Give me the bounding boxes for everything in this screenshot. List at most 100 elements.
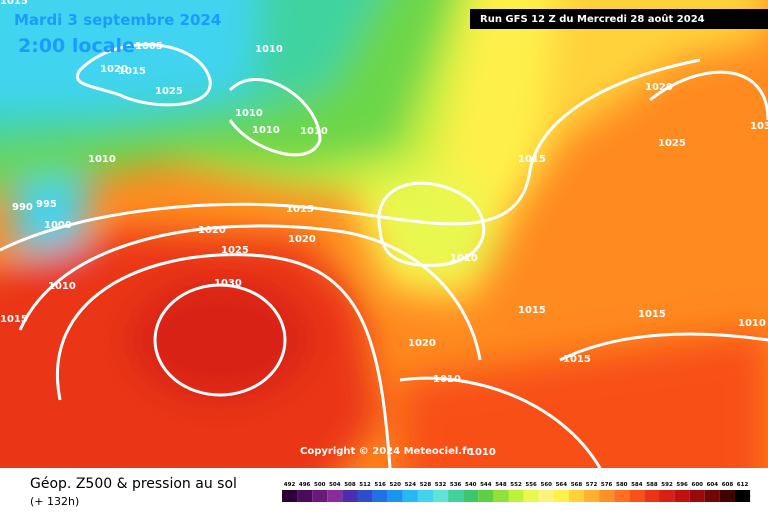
isobar-label: 1020 [288, 234, 316, 245]
legend-swatch [282, 490, 298, 502]
legend-swatch [463, 490, 479, 502]
forecast-time: 2:00 locale [18, 35, 135, 57]
isobar-label: 1010 [468, 447, 496, 458]
isobar-label: 1010 [252, 125, 280, 136]
isobar-label: 1015 [638, 309, 666, 320]
isobar-label: 1010 [235, 108, 263, 119]
legend-label: 576 [601, 482, 613, 488]
legend-label: 520 [390, 482, 402, 488]
legend-swatch [704, 490, 720, 502]
legend-label: 572 [586, 482, 598, 488]
legend-label: 524 [405, 482, 417, 488]
legend-label: 536 [450, 482, 462, 488]
legend-label: 580 [616, 482, 628, 488]
isobar-label: 1030 [214, 278, 242, 289]
legend-swatch [523, 490, 539, 502]
isobar-label: 1010 [450, 253, 478, 264]
legend-label: 496 [299, 482, 311, 488]
legend-swatch [553, 490, 569, 502]
isobar-label: 1010 [255, 44, 283, 55]
legend-swatch [417, 490, 433, 502]
isobar-label: 1000 [44, 220, 72, 231]
legend-swatch [478, 490, 494, 502]
legend-swatch [402, 490, 418, 502]
isobar-label: 103 [750, 121, 768, 132]
copyright: Copyright © 2024 Meteociel.fr [300, 446, 471, 457]
isobar-label: 1010 [300, 126, 328, 137]
legend-swatch [584, 490, 600, 502]
legend-swatch [735, 490, 751, 502]
legend-swatch [357, 490, 373, 502]
isobar-label: 1020 [100, 64, 128, 75]
isobar-label: 1025 [155, 86, 183, 97]
legend-swatch [327, 490, 343, 502]
isobar-label: 1015 [518, 154, 546, 165]
legend-label: 560 [541, 482, 553, 488]
legend-label: 516 [374, 482, 386, 488]
legend-label: 500 [314, 482, 326, 488]
legend-swatch [568, 490, 584, 502]
legend-swatch [297, 490, 313, 502]
legend-label: 612 [737, 482, 749, 488]
legend-label: 544 [480, 482, 492, 488]
legend-swatch [538, 490, 554, 502]
legend-label: 508 [344, 482, 356, 488]
isobar-label: 1020 [645, 82, 673, 93]
legend-swatch [659, 490, 675, 502]
isobar-label: 1010 [738, 318, 766, 329]
legend-swatch [448, 490, 464, 502]
isobar-label: 1015 [0, 314, 28, 325]
run-box [470, 9, 768, 29]
legend-swatch [387, 490, 403, 502]
legend-label: 568 [571, 482, 583, 488]
footer-lead: (+ 132h) [30, 495, 79, 508]
isobar-label: 1005 [135, 41, 163, 52]
isobar-label: 1010 [433, 374, 461, 385]
legend-swatch [433, 490, 449, 502]
legend-label: 512 [359, 482, 371, 488]
isobar-label: 1010 [88, 154, 116, 165]
isobar-label: 1015 [118, 66, 146, 77]
isobar-label: 1015 [563, 354, 591, 365]
legend-swatch [674, 490, 690, 502]
legend-swatch [312, 490, 328, 502]
legend-label: 540 [465, 482, 477, 488]
legend-label: 556 [525, 482, 537, 488]
isobars [0, 43, 768, 469]
isobar-label: 1015 [0, 0, 28, 7]
legend-label: 532 [435, 482, 447, 488]
legend-swatch [614, 490, 630, 502]
legend-swatch [599, 490, 615, 502]
color-legend: 492 496 500 504 508 512 516 520 524 528 532 536 540 5… [282, 482, 751, 502]
isobar-label: 1025 [221, 245, 249, 256]
legend-label: 600 [692, 482, 704, 488]
isobar-label: 1010 [48, 281, 76, 292]
footer-title: Géop. Z500 & pression au sol [30, 476, 237, 492]
forecast-date: Mardi 3 septembre 2024 [14, 11, 221, 29]
legend-label: 564 [556, 482, 568, 488]
legend-swatch [689, 490, 705, 502]
legend-label: 604 [707, 482, 719, 488]
legend-label: 588 [646, 482, 658, 488]
legend-swatch [644, 490, 660, 502]
isobar-label: 1020 [198, 225, 226, 236]
legend-label: 492 [284, 482, 296, 488]
legend-label: 592 [661, 482, 673, 488]
isobar-label: 1015 [286, 204, 314, 215]
legend-swatch [719, 490, 735, 502]
legend-label: 608 [722, 482, 734, 488]
legend-swatch [493, 490, 509, 502]
run-info: Run GFS 12 Z du Mercredi 28 août 2024 [480, 13, 705, 25]
isobar-label: 1025 [658, 138, 686, 149]
legend-label: 548 [495, 482, 507, 488]
legend-label: 504 [329, 482, 341, 488]
isobar-label: 1015 [518, 305, 546, 316]
legend-swatch [629, 490, 645, 502]
isobar-label: 990 [12, 202, 33, 213]
legend-label: 584 [631, 482, 643, 488]
legend-label: 528 [420, 482, 432, 488]
isobar-label: 1020 [408, 338, 436, 349]
